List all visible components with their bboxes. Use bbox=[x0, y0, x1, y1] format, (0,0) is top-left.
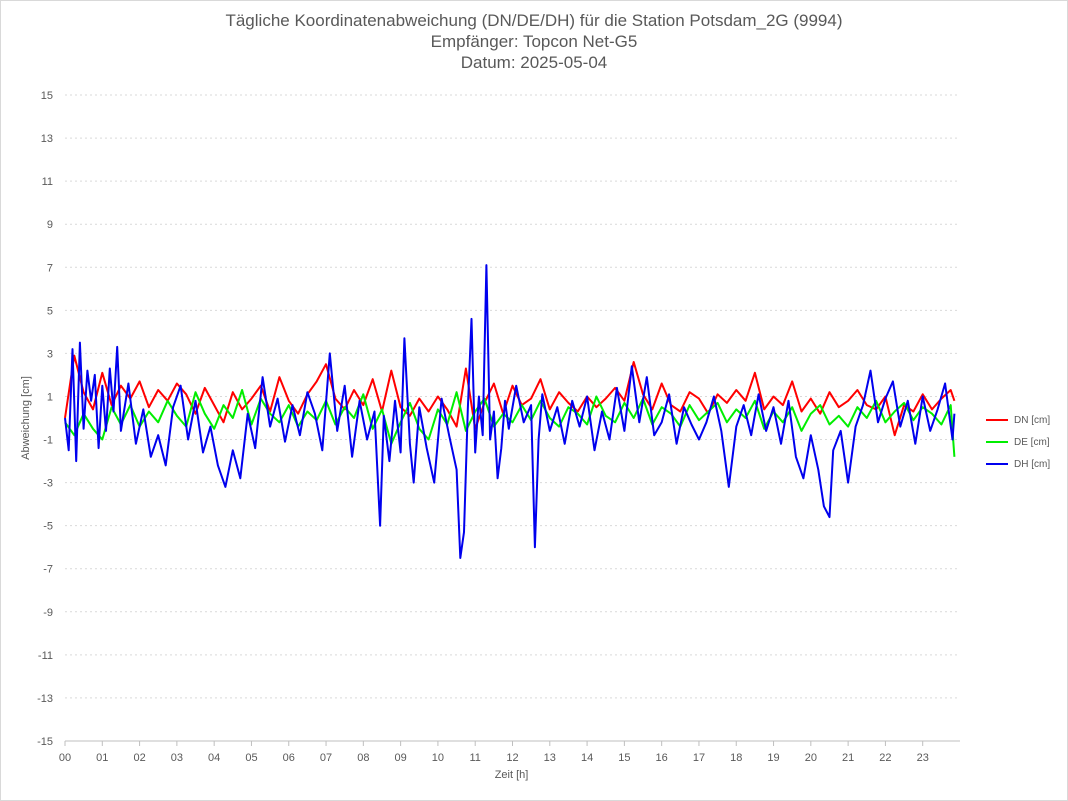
legend-item-de: DE [cm] bbox=[986, 431, 1050, 453]
x-tick-label: 21 bbox=[842, 752, 854, 764]
legend-swatch-dh bbox=[986, 463, 1008, 465]
x-tick-label: 22 bbox=[879, 752, 891, 764]
y-tick-label: -15 bbox=[37, 736, 53, 748]
y-tick-label: -7 bbox=[43, 564, 53, 576]
x-tick-label: 20 bbox=[805, 752, 817, 764]
x-tick-label: 17 bbox=[693, 752, 705, 764]
x-tick-label: 00 bbox=[59, 752, 71, 764]
x-tick-label: 14 bbox=[581, 752, 593, 764]
series-lines bbox=[64, 264, 956, 559]
legend-label-de: DE [cm] bbox=[1014, 436, 1050, 448]
y-tick-label: -3 bbox=[43, 478, 53, 490]
y-tick-label: -13 bbox=[37, 693, 53, 705]
x-tick-label: 03 bbox=[171, 752, 183, 764]
x-tick-label: 10 bbox=[432, 752, 444, 764]
y-tick-label: 1 bbox=[47, 391, 53, 403]
y-tick-label: 7 bbox=[47, 262, 53, 274]
grid-lines bbox=[65, 94, 960, 742]
y-tick-label: -9 bbox=[43, 607, 53, 619]
y-tick-label: 11 bbox=[42, 176, 53, 188]
y-tick-label: 15 bbox=[41, 90, 53, 102]
y-tick-label: 3 bbox=[47, 348, 53, 360]
chart-title-line-2: Empfänger: Topcon Net-G5 bbox=[430, 32, 638, 51]
x-tick-label: 15 bbox=[618, 752, 630, 764]
legend-item-dh: DH [cm] bbox=[986, 453, 1050, 475]
x-tick-label: 01 bbox=[96, 752, 108, 764]
series-line-dn bbox=[64, 354, 956, 437]
y-tick-label: -11 bbox=[38, 650, 53, 662]
legend-label-dh: DH [cm] bbox=[1014, 458, 1051, 470]
y-tick-label: 5 bbox=[47, 305, 53, 317]
x-axis-title: Zeit [h] bbox=[494, 769, 529, 781]
x-tick-label: 12 bbox=[506, 752, 518, 764]
x-tick-label: 13 bbox=[544, 752, 556, 764]
x-tick-label: 07 bbox=[320, 752, 332, 764]
x-tick-label: 11 bbox=[469, 752, 480, 764]
y-axis-title: Abweichung [cm] bbox=[20, 376, 32, 460]
series-line-de bbox=[64, 389, 956, 457]
x-tick-label: 23 bbox=[917, 752, 929, 764]
x-tick-label: 19 bbox=[767, 752, 779, 764]
chart-title: Tägliche Koordinatenabweichung (DN/DE/DH… bbox=[0, 10, 1068, 73]
x-tick-label: 09 bbox=[395, 752, 407, 764]
y-tick-label: -5 bbox=[43, 521, 53, 533]
axes: 15 13 11 9 7 5 3 1 -1 -3 -5 -7 -9 -11 -13 -15 00 01 02 03 04… bbox=[37, 90, 960, 764]
y-tick-label: 9 bbox=[47, 219, 53, 231]
y-tick-label: 13 bbox=[41, 133, 53, 145]
chart-title-line-1: Tägliche Koordinatenabweichung (DN/DE/DH… bbox=[225, 11, 843, 30]
legend-label-dn: DN [cm] bbox=[1014, 414, 1051, 426]
x-tick-label: 04 bbox=[208, 752, 220, 764]
legend: DN [cm] DE [cm] DH [cm] bbox=[986, 409, 1050, 475]
x-tick-label: 02 bbox=[133, 752, 145, 764]
x-tick-label: 05 bbox=[245, 752, 257, 764]
chart-title-line-3: Datum: 2025-05-04 bbox=[460, 53, 608, 72]
series-line-dh bbox=[64, 264, 956, 559]
x-tick-label: 06 bbox=[283, 752, 295, 764]
x-tick-label: 08 bbox=[357, 752, 369, 764]
legend-swatch-dn bbox=[986, 419, 1008, 421]
legend-swatch-de bbox=[986, 441, 1008, 443]
legend-item-dn: DN [cm] bbox=[986, 409, 1050, 431]
y-tick-label: -1 bbox=[43, 435, 53, 447]
x-tick-label: 16 bbox=[656, 752, 668, 764]
x-tick-label: 18 bbox=[730, 752, 742, 764]
